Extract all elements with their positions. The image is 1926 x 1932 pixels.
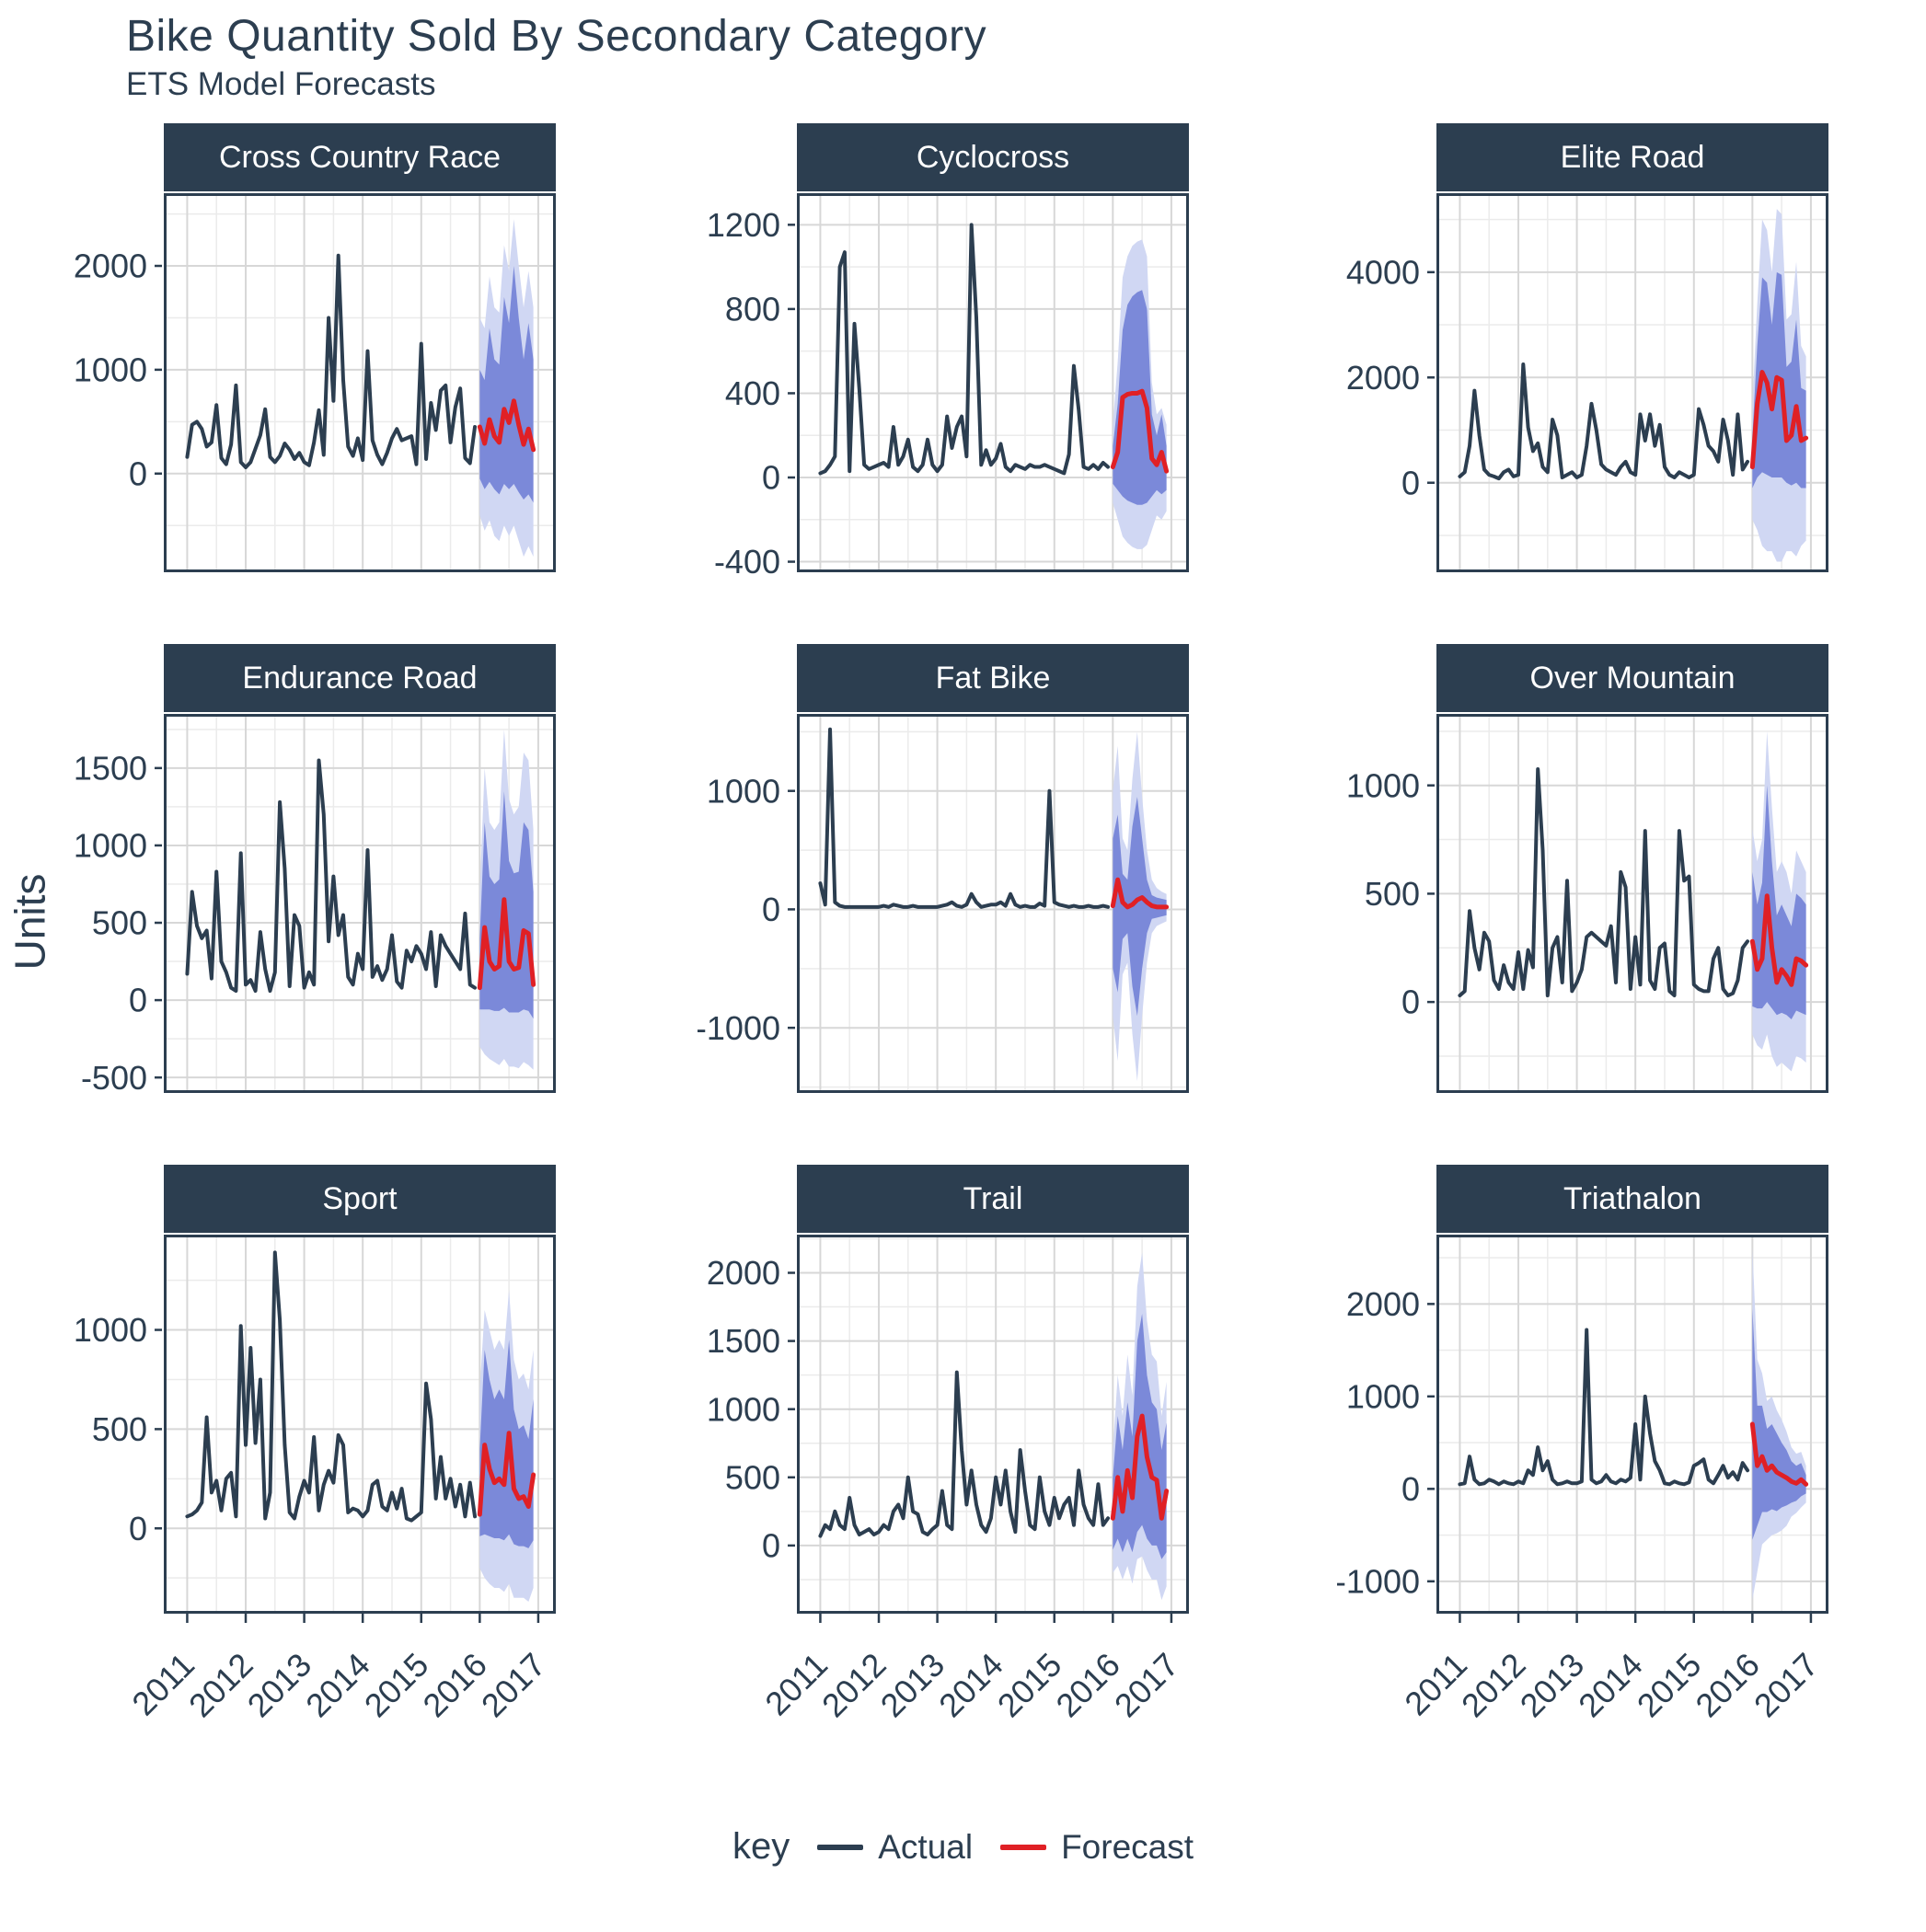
facet-elite-road: Elite Road 0 2000 4000 [1337,123,1828,580]
svg-text:0: 0 [762,891,780,928]
facet-plot-triathalon: -1000 0 1000 2000 20112012201320142015201620… [1337,1235,1828,1725]
facet-plot-over-mountain: 0 500 1000 [1346,714,1828,1093]
svg-text:1000: 1000 [1346,1377,1420,1415]
facet-plot-elite-road: 0 2000 4000 [1346,193,1828,572]
svg-text:-1000: -1000 [1337,1562,1420,1600]
svg-text:2012: 2012 [814,1646,894,1725]
svg-text:500: 500 [1365,875,1420,913]
facet-trail: Trail 0 500 1000 1500 2000 2011 2012 2013 2014 20… [698,1165,1189,1831]
svg-text:0: 0 [762,459,780,497]
facet-plot-fat-bike: -1000 0 1000 [698,714,1189,1093]
svg-text:1200: 1200 [707,206,780,244]
facet-plot-trail: 0 500 1000 1500 2000 201120122013201420152016… [707,1235,1189,1725]
svg-text:-400: -400 [714,543,780,580]
svg-text:2000: 2000 [1346,1285,1420,1323]
svg-text:1000: 1000 [707,1390,780,1428]
svg-text:2014: 2014 [298,1646,377,1725]
facet-strip-sport: Sport [164,1165,556,1233]
svg-text:1000: 1000 [74,1311,147,1349]
svg-text:1000: 1000 [74,351,147,388]
svg-text:2017: 2017 [474,1646,553,1725]
actual-line-swatch [817,1844,864,1850]
legend-item-forecast: Forecast [1000,1828,1194,1867]
facet-strip-trail: Trail [797,1165,1189,1233]
facet-strip-fat-bike: Fat Bike [797,644,1189,712]
svg-text:1500: 1500 [74,749,147,787]
svg-text:2000: 2000 [74,247,147,285]
svg-text:2013: 2013 [1513,1646,1592,1725]
svg-text:2011: 2011 [124,1646,202,1723]
svg-text:1500: 1500 [707,1322,780,1360]
facet-strip-elite-road: Elite Road [1436,123,1828,191]
svg-text:2013: 2013 [240,1646,319,1725]
svg-text:2000: 2000 [1346,359,1420,397]
svg-text:1000: 1000 [1346,766,1420,804]
svg-text:2011: 2011 [1397,1646,1474,1723]
svg-text:0: 0 [129,982,147,1019]
svg-text:500: 500 [92,1410,147,1448]
facet-cross-country-race: Cross Country Race 0 1000 2000 [64,123,556,580]
svg-text:800: 800 [725,290,780,328]
svg-text:0: 0 [1401,1470,1420,1508]
svg-text:2014: 2014 [1571,1646,1650,1725]
facet-plot-cross-country-race: 0 1000 2000 [74,193,556,572]
svg-text:0: 0 [129,454,147,492]
svg-text:500: 500 [92,904,147,942]
legend-label-actual: Actual [878,1827,974,1866]
svg-text:2012: 2012 [1454,1646,1533,1725]
chart-subtitle: ETS Model Forecasts [126,66,436,102]
svg-text:2016: 2016 [415,1646,494,1725]
facet-over-mountain: Over Mountain 0 500 1000 [1337,644,1828,1100]
svg-text:2016: 2016 [1688,1646,1767,1725]
facet-strip-cross-country-race: Cross Country Race [164,123,556,191]
svg-text:4000: 4000 [1346,253,1420,291]
legend-label-forecast: Forecast [1061,1827,1194,1866]
svg-text:2014: 2014 [931,1646,1010,1725]
svg-text:0: 0 [762,1526,780,1564]
svg-text:-500: -500 [81,1059,147,1097]
svg-text:400: 400 [725,374,780,412]
svg-text:2011: 2011 [757,1646,835,1723]
legend: key Actual Forecast [0,1826,1926,1868]
facet-strip-cyclocross: Cyclocross [797,123,1189,191]
svg-text:1000: 1000 [707,772,780,810]
facet-cyclocross: Cyclocross -400 0 400 800 1200 [698,123,1189,580]
svg-text:500: 500 [725,1458,780,1496]
svg-text:0: 0 [129,1510,147,1547]
facet-strip-triathalon: Triathalon [1436,1165,1828,1233]
facet-endurance-road: Endurance Road -500 0 500 1000 1500 [64,644,556,1100]
forecast-line-swatch [1000,1844,1047,1850]
facet-sport: Sport 0 500 1000 2011 2012 2013 2014 2015 2016 20… [64,1165,556,1831]
y-axis-title: Units [6,873,54,971]
svg-text:2000: 2000 [707,1254,780,1292]
facet-fat-bike: Fat Bike -1000 0 1000 [698,644,1189,1100]
legend-title: key [732,1826,790,1867]
svg-text:1000: 1000 [74,827,147,865]
svg-text:0: 0 [1401,464,1420,501]
svg-text:-1000: -1000 [698,1009,780,1047]
facet-strip-over-mountain: Over Mountain [1436,644,1828,712]
facet-plot-endurance-road: -500 0 500 1000 1500 [74,714,556,1097]
svg-text:2015: 2015 [1630,1646,1709,1725]
chart-title: Bike Quantity Sold By Secondary Category [126,12,987,61]
svg-text:2016: 2016 [1048,1646,1127,1725]
svg-text:2012: 2012 [181,1646,260,1725]
svg-text:2013: 2013 [873,1646,952,1725]
svg-text:0: 0 [1401,983,1420,1021]
svg-text:2017: 2017 [1107,1646,1186,1725]
legend-item-actual: Actual [817,1828,973,1867]
facet-plot-cyclocross: -400 0 400 800 1200 [707,193,1189,580]
facet-triathalon: Triathalon -1000 0 1000 2000 2011 2012 2013 201… [1337,1165,1828,1831]
svg-text:2015: 2015 [357,1646,436,1725]
svg-text:2017: 2017 [1747,1646,1826,1725]
svg-text:2015: 2015 [990,1646,1069,1725]
facet-strip-endurance-road: Endurance Road [164,644,556,712]
